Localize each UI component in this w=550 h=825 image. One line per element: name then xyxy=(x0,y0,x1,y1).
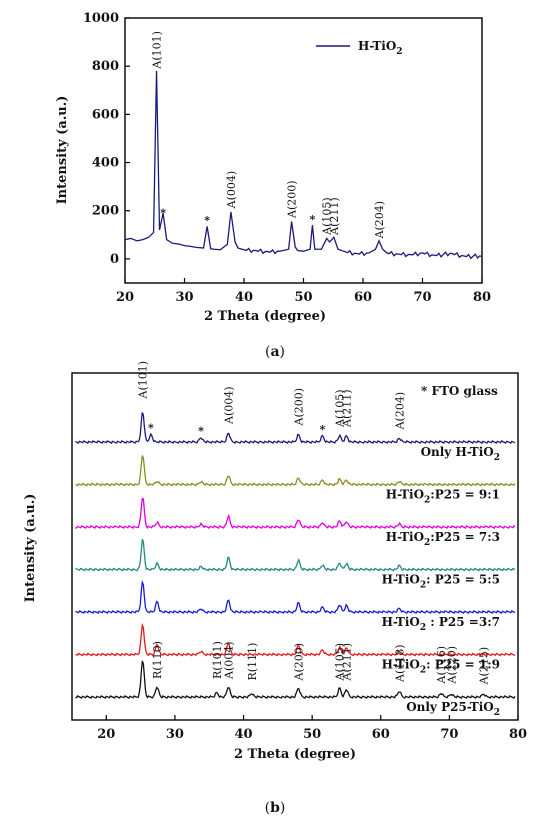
series-line xyxy=(75,497,516,529)
x-tick-label: 30 xyxy=(166,727,184,742)
series-label: Only H-TiO2 xyxy=(421,445,500,463)
peak-label: A(004) xyxy=(225,171,238,210)
fto-marker: * xyxy=(148,422,154,435)
x-tick-label: 70 xyxy=(413,290,431,305)
x-tick-label: 40 xyxy=(235,290,253,305)
peak-label: A(118) xyxy=(393,644,406,683)
series-label: H-TiO2:P25 = 7:3 xyxy=(386,530,500,548)
peak-label: R(101) xyxy=(211,641,224,679)
panel-b-ylabel: Intensity (a.u.) xyxy=(23,494,38,603)
panel-b-caption: (b) xyxy=(265,800,286,816)
x-tick-label: 70 xyxy=(440,727,458,742)
panel-a-xlabel: 2 Theta (degree) xyxy=(204,309,326,324)
x-tick-label: 60 xyxy=(354,290,372,305)
series-line xyxy=(75,579,516,614)
peak-label: A(220) xyxy=(445,646,458,685)
peak-label: A(116) xyxy=(435,646,448,685)
series-line xyxy=(75,412,516,444)
peak-label: A(004) xyxy=(222,641,235,680)
legend-label: H-TiO2 xyxy=(358,39,403,57)
x-tick-label: 60 xyxy=(372,727,390,742)
series-line xyxy=(75,455,516,487)
panel-b-series-labels: Only H-TiO2 H-TiO2:P25 = 9:1 H-TiO2:P25 = … xyxy=(382,445,500,718)
series-label: H-TiO2:P25 = 9:1 xyxy=(386,488,500,506)
fto-marker: * xyxy=(204,214,210,227)
y-tick-label: 0 xyxy=(110,252,119,267)
fto-marker: * xyxy=(198,425,204,438)
x-tick-label: 40 xyxy=(234,727,252,742)
panel-a-annotations: A(101) * * A(004) A(200) * A(105)A(211) A(204) xyxy=(151,31,387,239)
panel-b-ticks: 20 30 40 50 60 70 80 xyxy=(97,715,527,742)
series-label: H-TiO2: P25 = 5:5 xyxy=(382,573,500,591)
peak-label: A(004) xyxy=(222,386,235,425)
peak-label: A(200) xyxy=(292,388,305,427)
peak-label: A(101) xyxy=(137,361,150,400)
peak-label: A(101) xyxy=(151,31,164,70)
peak-label: A(200) xyxy=(286,180,299,219)
peak-label: A(211) xyxy=(340,389,353,428)
peak-label: A(211) xyxy=(340,643,353,682)
series-label: Only P25-TiO2 xyxy=(406,700,500,718)
peak-label: A(215) xyxy=(478,647,491,686)
panel-b-fto-note: * FTO glass xyxy=(421,384,498,398)
fto-marker: * xyxy=(320,423,326,436)
panel-a-frame xyxy=(124,17,483,284)
y-tick-label: 600 xyxy=(92,107,119,122)
fto-marker: * xyxy=(160,207,166,220)
x-tick-label: 80 xyxy=(473,290,491,305)
y-tick-label: 400 xyxy=(92,156,119,171)
x-tick-label: 50 xyxy=(303,727,321,742)
x-tick-label: 20 xyxy=(97,727,115,742)
peak-label: R(110) xyxy=(151,641,164,679)
panel-a-caption: (a) xyxy=(265,344,285,360)
panel-b-series xyxy=(75,412,516,699)
panel-a-series xyxy=(124,70,483,260)
series-line xyxy=(75,539,516,572)
series-line xyxy=(75,622,516,657)
panel-a-ylabel: Intensity (a.u.) xyxy=(55,96,70,205)
x-tick-label: 50 xyxy=(294,290,312,305)
panel-b-frame xyxy=(71,372,519,721)
peak-label: A(211) xyxy=(328,197,341,236)
panel-a-legend: H-TiO2 xyxy=(316,39,403,57)
panel-b-xlabel: 2 Theta (degree) xyxy=(234,747,356,762)
x-tick-label: 30 xyxy=(175,290,193,305)
series-label: H-TiO2 : P25 =3:7 xyxy=(382,615,500,633)
x-tick-label: 80 xyxy=(509,727,527,742)
series-line-h-tio2 xyxy=(124,70,483,260)
series-line xyxy=(75,660,516,699)
peak-label: A(204) xyxy=(393,392,406,431)
peak-label: A(105) xyxy=(334,643,347,682)
peak-label: A(105) xyxy=(321,197,334,236)
panel-b-annotations: A(101)* *A(004) A(200)*A(105)A(211) A(204)R… xyxy=(137,361,491,685)
y-tick-label: 1000 xyxy=(83,11,119,26)
peak-label: A(204) xyxy=(373,201,386,240)
peak-label: A(105) xyxy=(334,389,347,428)
fto-marker: * xyxy=(310,213,316,226)
peak-label: R(111) xyxy=(246,643,259,681)
y-tick-label: 800 xyxy=(92,59,119,74)
panel-b-chart: * FTO glass 20 30 40 50 60 70 80 Only H-TiO2 H-… xyxy=(23,361,527,816)
y-tick-label: 200 xyxy=(92,204,119,219)
peak-label: A(200) xyxy=(292,643,305,682)
x-tick-label: 20 xyxy=(116,290,134,305)
series-label: H-TiO2: P25 = 1:9 xyxy=(382,658,500,676)
